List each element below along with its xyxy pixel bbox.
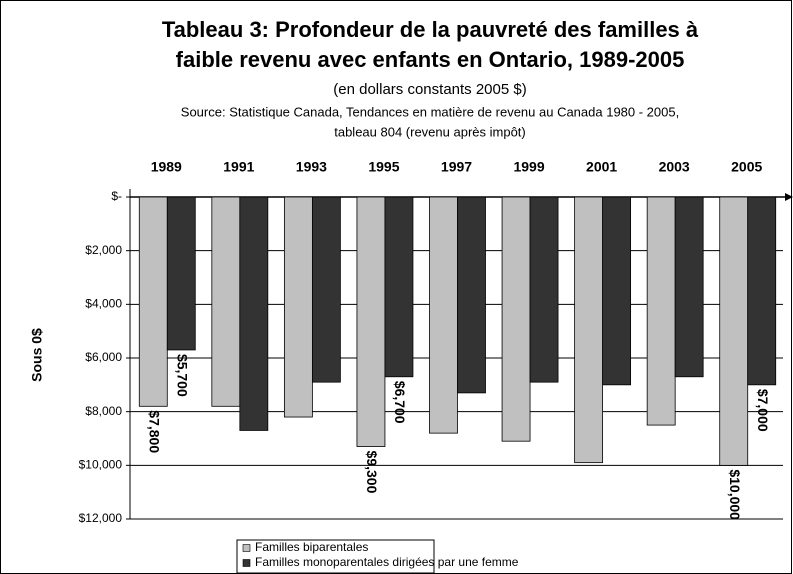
chart-source: tableau 804 (revenu après impôt) <box>334 124 526 139</box>
bar <box>529 196 559 383</box>
bar <box>239 196 269 431</box>
bar <box>574 196 604 464</box>
legend-label: Familles biparentales <box>255 540 368 554</box>
bar <box>356 196 386 447</box>
bar <box>674 196 704 378</box>
chart-source: Source: Statistique Canada, Tendances en… <box>181 104 679 119</box>
legend-label: Familles monoparentales dirigées par une… <box>255 555 519 569</box>
x-tick-label: 1997 <box>441 159 472 175</box>
legend-box <box>236 539 435 574</box>
bar <box>283 196 313 418</box>
y-axis-label: Sous 0$ <box>29 328 45 382</box>
bar <box>311 196 341 383</box>
x-tick-label: 2003 <box>659 159 690 175</box>
x-tick-label: 1995 <box>368 159 399 175</box>
bar <box>384 196 414 378</box>
bar <box>747 196 777 386</box>
legend-swatch <box>242 559 251 567</box>
y-tick-label: $4,000 <box>85 297 122 311</box>
y-tick-label: $12,000 <box>79 511 123 525</box>
data-label: $5,700 <box>175 354 191 397</box>
x-tick-label: 1991 <box>223 159 254 175</box>
x-tick-label: 1989 <box>151 159 182 175</box>
y-tick-label: $- <box>111 189 122 203</box>
data-label: $7,800 <box>147 410 163 453</box>
chart-title: faible revenu avec enfants en Ontario, 1… <box>176 47 685 72</box>
y-tick-label: $2,000 <box>85 243 122 257</box>
y-tick-label: $10,000 <box>79 458 123 472</box>
x-tick-label: 1999 <box>513 159 544 175</box>
bar <box>646 196 676 426</box>
y-tick-label: $6,000 <box>85 350 122 364</box>
bar <box>602 196 632 386</box>
x-tick-label: 2005 <box>731 159 762 175</box>
axis-arrow <box>785 193 793 201</box>
data-label: $9,300 <box>364 451 380 494</box>
chart-title: Tableau 3: Profondeur de la pauvreté des… <box>162 17 699 42</box>
y-tick-label: $8,000 <box>85 404 122 418</box>
x-tick-label: 1993 <box>296 159 327 175</box>
bar <box>211 196 241 407</box>
data-label: $6,700 <box>392 381 408 424</box>
data-label: $10,000 <box>727 469 743 520</box>
legend-swatch <box>242 544 251 552</box>
bar <box>501 196 531 442</box>
chart-subtitle: (en dollars constants 2005 $) <box>333 81 526 98</box>
bar <box>457 196 486 394</box>
bar <box>138 196 168 407</box>
data-label: $7,000 <box>755 389 771 432</box>
bar <box>719 196 749 466</box>
bar <box>429 196 458 434</box>
bar <box>166 196 196 351</box>
x-tick-label: 2001 <box>586 159 617 175</box>
